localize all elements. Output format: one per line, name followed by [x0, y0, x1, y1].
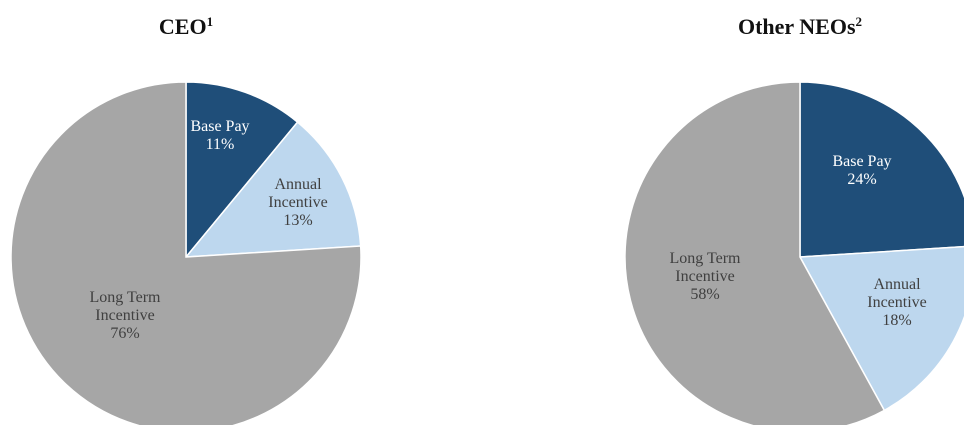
pie-slice-base-pay [799, 81, 964, 258]
ceo-pie-chart: Base Pay 11% Annual Incentive 13% Long Term In… [10, 14, 362, 425]
slice-label-annual-incentive: Annual Incentive 18% [867, 276, 927, 329]
slice-label-base-pay: Base Pay 24% [832, 153, 891, 188]
pie-slice-annual-incentive [798, 245, 964, 412]
slice-label-base-pay: Base Pay 11% [190, 118, 249, 153]
chart-title-ceo: CEO1 [159, 14, 213, 39]
slice-label-annual-incentive: Annual Incentive 13% [268, 176, 328, 229]
slice-label-long-term-incentive: Long Term Incentive 58% [669, 250, 741, 303]
slice-label-long-term-incentive: Long Term Incentive 76% [89, 289, 161, 342]
pie-slice-long-term-incentive [624, 81, 886, 425]
other-neos-pie-chart: Base Pay 24% Annual Incentive 18% Long Term In… [624, 14, 964, 425]
pie-slice-long-term-incentive [10, 81, 362, 425]
pie-slice-annual-incentive [184, 121, 362, 258]
pie-slice-base-pay [185, 81, 299, 260]
chart-title-other-neos: Other NEOs2 [738, 14, 862, 39]
